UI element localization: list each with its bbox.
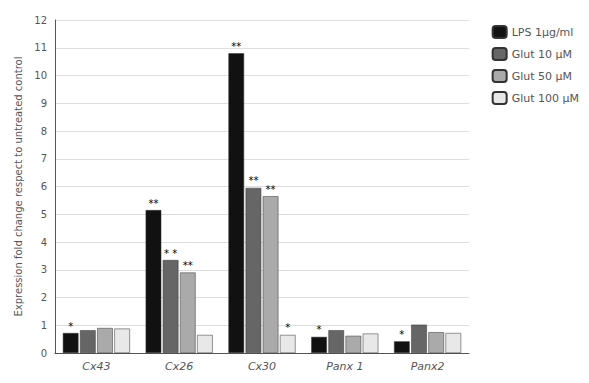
svg-text:2: 2 <box>41 292 47 303</box>
svg-text:* *: * * <box>164 248 177 259</box>
svg-text:Expression fold change respect: Expression fold change respect to untrea… <box>13 57 24 317</box>
svg-text:**: ** <box>266 184 276 195</box>
svg-text:**: ** <box>231 41 241 52</box>
svg-text:**: ** <box>248 175 258 186</box>
svg-text:Glut 50 μM: Glut 50 μM <box>512 70 572 83</box>
svg-text:Panx 1: Panx 1 <box>326 360 363 373</box>
svg-text:*: * <box>317 324 322 335</box>
svg-text:12: 12 <box>34 15 47 26</box>
svg-text:Glut 10 μM: Glut 10 μM <box>512 48 572 61</box>
svg-text:8: 8 <box>41 126 47 137</box>
svg-text:4: 4 <box>41 237 47 248</box>
svg-text:Panx2: Panx2 <box>411 360 445 373</box>
svg-text:Cx43: Cx43 <box>82 360 110 373</box>
svg-text:*: * <box>285 322 290 333</box>
svg-text:Cx30: Cx30 <box>248 360 276 373</box>
svg-text:**: ** <box>183 260 193 271</box>
svg-text:3: 3 <box>41 264 47 275</box>
svg-text:LPS 1μg/ml: LPS 1μg/ml <box>512 26 574 39</box>
svg-text:6: 6 <box>41 181 47 192</box>
svg-text:**: ** <box>148 198 158 209</box>
svg-text:10: 10 <box>34 70 47 81</box>
svg-text:11: 11 <box>34 42 47 53</box>
svg-text:*: * <box>68 321 73 332</box>
svg-text:1: 1 <box>41 320 47 331</box>
svg-text:0: 0 <box>41 348 47 359</box>
svg-text:Glut 100 μM: Glut 100 μM <box>512 92 579 105</box>
svg-text:9: 9 <box>41 98 47 109</box>
svg-text:Cx26: Cx26 <box>165 360 193 373</box>
svg-text:5: 5 <box>41 209 47 220</box>
svg-text:7: 7 <box>41 153 47 164</box>
svg-text:*: * <box>399 329 404 340</box>
